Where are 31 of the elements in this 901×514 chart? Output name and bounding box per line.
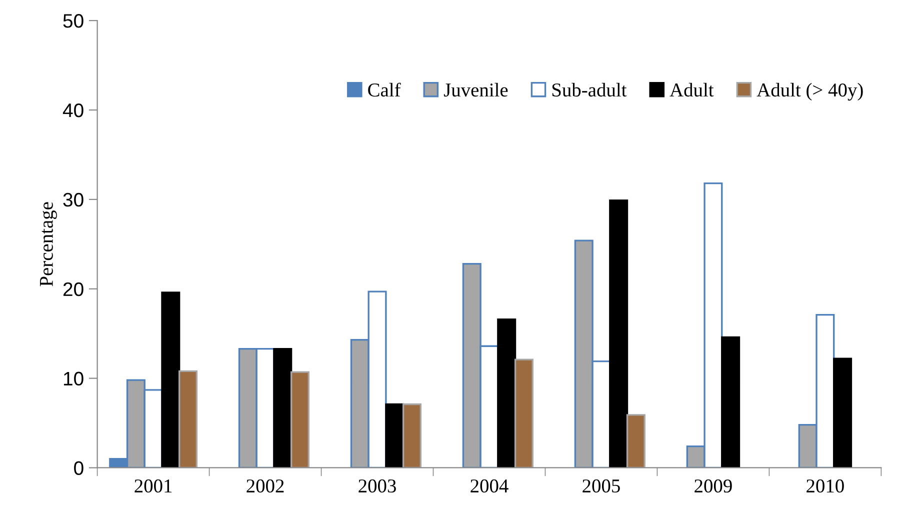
bar [609,199,628,468]
legend-label: Adult (> 40y) [756,82,863,101]
y-tick-label: 40 [62,103,84,118]
bar [385,403,404,468]
x-tick-label: 2010 [806,479,844,493]
bar [178,370,198,468]
bar [402,403,422,468]
y-tick-label: 20 [63,282,84,296]
y-tick-label: 50 [63,14,84,28]
x-tick-label: 2009 [694,479,732,493]
bar [721,336,740,468]
x-tick-label: 2005 [582,479,620,493]
bar [273,348,292,468]
bar [161,292,180,468]
legend-label: Calf [368,82,401,97]
y-axis-title: Percentage [40,202,57,286]
y-tick-label: 30 [63,192,84,207]
bar [833,358,852,468]
legend-label: Adult [670,82,714,97]
x-tick-label: 2003 [358,479,396,493]
y-tick-label: 0 [74,461,84,475]
legend-label: Sub-adult [552,82,627,97]
bar [290,371,310,468]
bar [514,358,534,468]
bar [497,318,516,468]
x-tick-label: 2002 [246,479,284,493]
x-tick-label: 2004 [470,479,508,493]
bar [626,414,646,468]
legend-label: Juvenile [444,82,508,97]
x-tick-label: 2001 [134,479,172,493]
y-tick-label: 10 [64,372,84,386]
